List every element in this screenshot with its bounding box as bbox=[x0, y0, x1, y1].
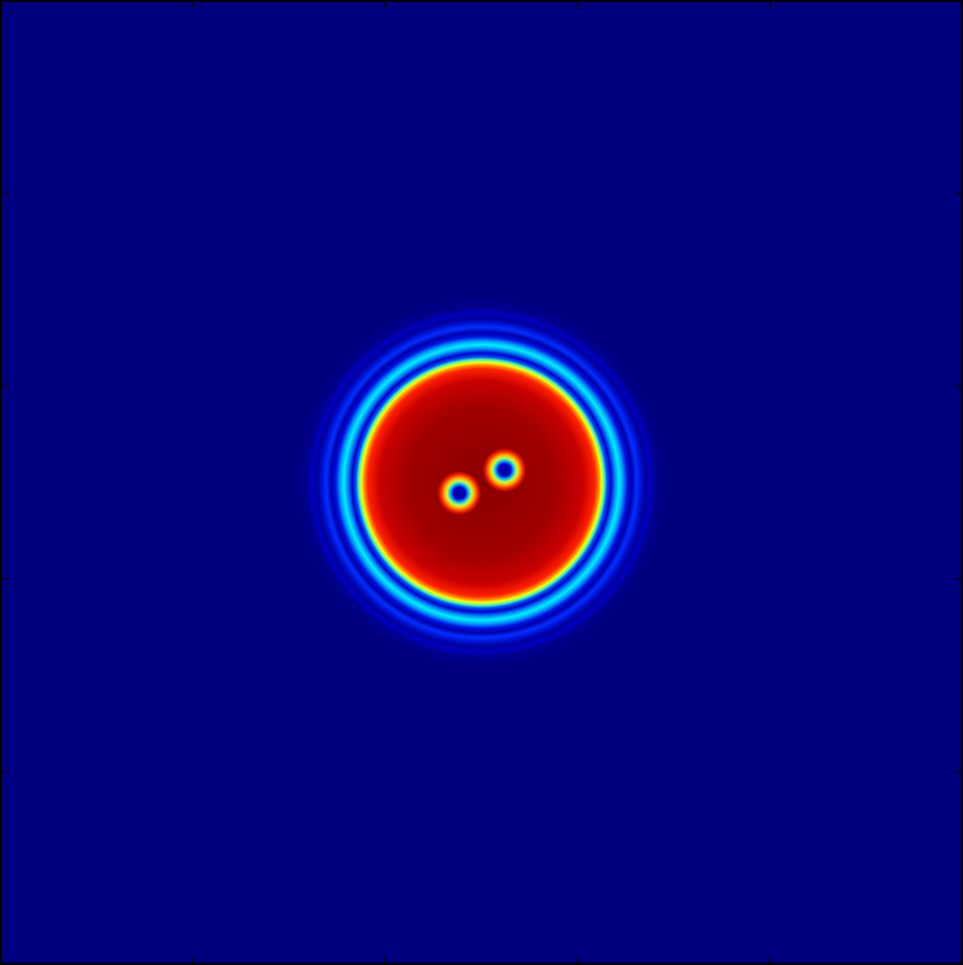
vortex-layer bbox=[437, 447, 527, 516]
vortex-core-2 bbox=[482, 447, 527, 492]
vortex-core-1 bbox=[437, 471, 482, 516]
central-condensate-disk bbox=[296, 297, 667, 668]
heatmap-field bbox=[296, 297, 667, 668]
